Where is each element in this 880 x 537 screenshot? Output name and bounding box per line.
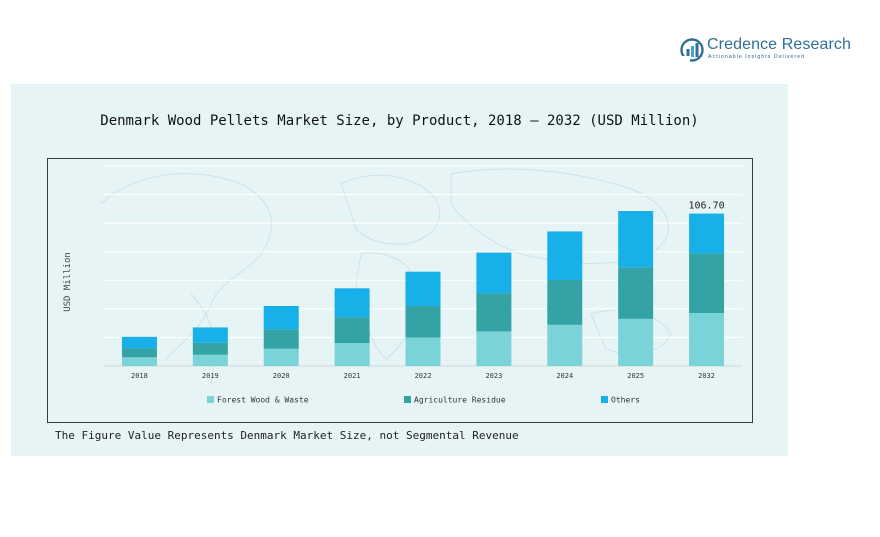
x-tick-label: 2023	[485, 372, 502, 380]
bar-segment-forest-wood-waste-2021	[334, 343, 370, 366]
data-label-2032: 106.70	[688, 201, 724, 212]
brand-name: Credence Research	[707, 36, 851, 53]
bar-segment-forest-wood-waste-2022	[405, 337, 441, 366]
x-tick-label: 2021	[344, 372, 361, 380]
bar-segment-forest-wood-waste-2032	[689, 313, 725, 366]
bar-segment-forest-wood-waste-2020	[263, 348, 299, 366]
plot-frame	[47, 158, 753, 423]
bar-segment-agriculture-residue-2024	[547, 280, 583, 325]
chart-title: Denmark Wood Pellets Market Size, by Pro…	[100, 113, 699, 129]
brand-logo: Credence Research Actionable Insights De…	[680, 36, 851, 66]
legend-swatch	[207, 396, 214, 403]
legend-label: Forest Wood & Waste	[217, 396, 309, 405]
bar-segment-others-2024	[547, 231, 583, 280]
x-tick-label: 2018	[131, 372, 148, 380]
legend-label: Agriculture Residue	[414, 396, 506, 405]
legend-swatch	[601, 396, 608, 403]
bar-segment-others-2022	[405, 271, 441, 306]
bar-segment-forest-wood-waste-2019	[192, 354, 228, 366]
x-tick-label: 2022	[415, 372, 432, 380]
bar-segment-agriculture-residue-2019	[192, 342, 228, 355]
bar-segment-others-2023	[476, 252, 512, 294]
y-axis-label: USD Million	[63, 252, 73, 312]
bar-segment-forest-wood-waste-2018	[121, 357, 157, 366]
x-tick-label: 2020	[273, 372, 290, 380]
bar-segment-agriculture-residue-2018	[121, 348, 157, 358]
bar-segment-agriculture-residue-2020	[263, 329, 299, 349]
credence-logo-icon	[680, 38, 704, 62]
bar-segment-forest-wood-waste-2025	[618, 318, 654, 366]
bar-segment-others-2020	[263, 306, 299, 330]
bar-segment-others-2018	[121, 336, 157, 349]
x-tick-label: 2024	[556, 372, 573, 380]
bar-segment-agriculture-residue-2021	[334, 317, 370, 343]
bar-segment-agriculture-residue-2025	[618, 267, 654, 319]
bar-segment-others-2021	[334, 288, 370, 318]
bar-segment-forest-wood-waste-2024	[547, 324, 583, 366]
chart-panel: Denmark Wood Pellets Market Size, by Pro…	[11, 84, 788, 456]
bar-segment-agriculture-residue-2032	[689, 253, 725, 313]
legend-label: Others	[611, 396, 640, 405]
bar-segment-others-2032	[689, 213, 725, 254]
bar-segment-others-2025	[618, 211, 654, 268]
bar-segment-agriculture-residue-2022	[405, 306, 441, 338]
x-tick-label: 2025	[627, 372, 644, 380]
bar-segment-others-2019	[192, 327, 228, 343]
brand-tagline: Actionable Insights Delivered	[708, 54, 806, 60]
bar-segment-forest-wood-waste-2023	[476, 331, 512, 366]
x-tick-label: 2032	[698, 372, 715, 380]
legend-swatch	[404, 396, 411, 403]
bar-segment-agriculture-residue-2023	[476, 293, 512, 332]
x-tick-label: 2019	[202, 372, 219, 380]
footnote: The Figure Value Represents Denmark Mark…	[55, 429, 519, 442]
